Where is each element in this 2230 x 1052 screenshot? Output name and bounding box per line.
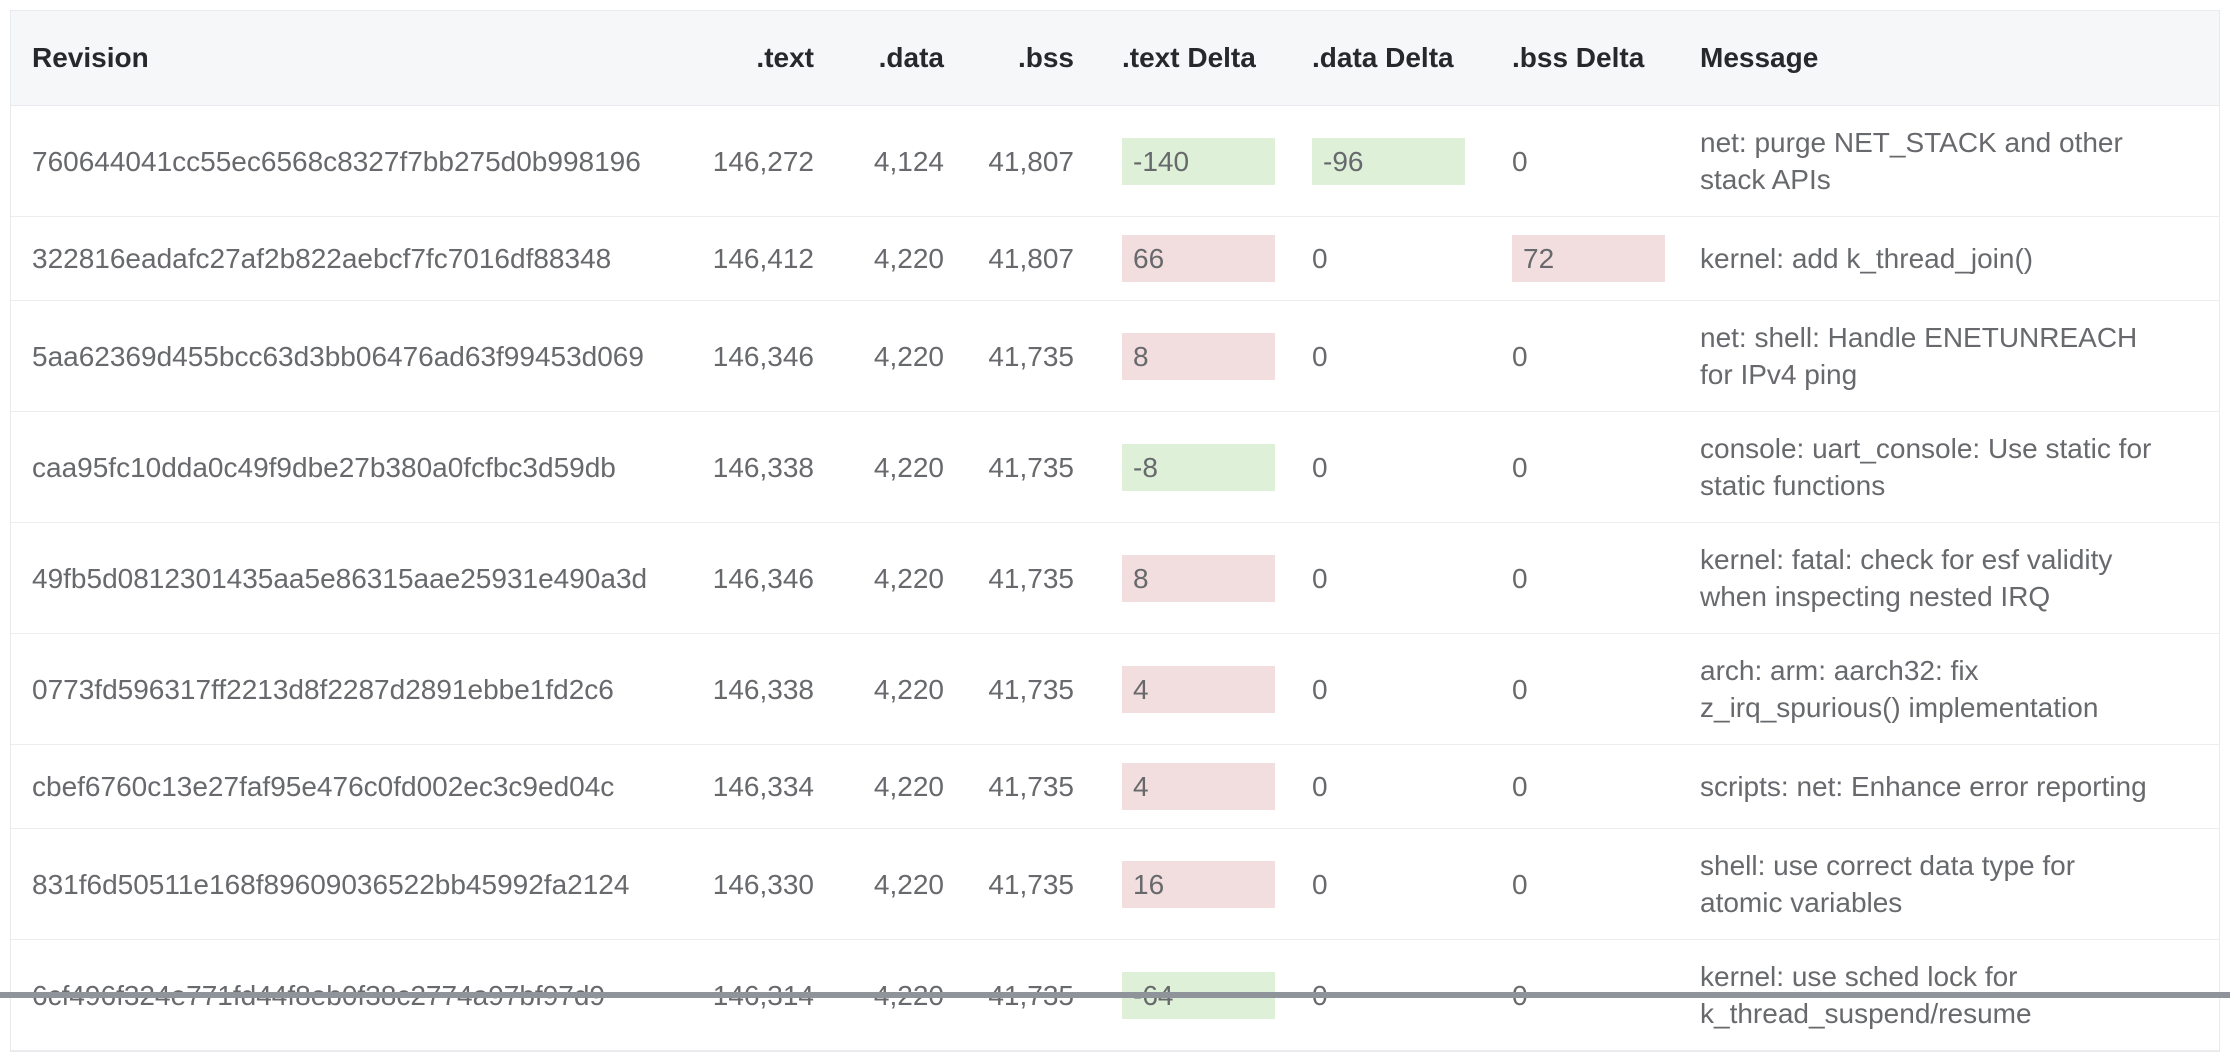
delta-increase-pill: 16 [1122, 861, 1275, 908]
bss-delta-cell: 0 [1486, 829, 1674, 940]
text-delta-cell: 8 [1096, 523, 1286, 634]
revision-cell: 322816eadafc27af2b822aebcf7fc7016df88348 [11, 217, 701, 301]
data-size-cell: 4,220 [836, 301, 966, 412]
table-header: Revision .text .data .bss .text Delta .d… [11, 11, 2219, 106]
data-delta-cell: 0 [1286, 217, 1486, 301]
revision-cell: 49fb5d0812301435aa5e86315aae25931e490a3d [11, 523, 701, 634]
delta-decrease-pill: -140 [1122, 138, 1275, 185]
revision-cell: 760644041cc55ec6568c8327f7bb275d0b998196 [11, 106, 701, 217]
column-header-data: .data [836, 11, 966, 106]
text-size-cell: 146,338 [701, 634, 836, 745]
text-delta-cell: -8 [1096, 412, 1286, 523]
table-row: caa95fc10dda0c49f9dbe27b380a0fcfbc3d59db… [11, 412, 2219, 523]
bss-size-cell: 41,735 [966, 412, 1096, 523]
table-row: 49fb5d0812301435aa5e86315aae25931e490a3d… [11, 523, 2219, 634]
revision-cell: 5aa62369d455bcc63d3bb06476ad63f99453d069 [11, 301, 701, 412]
data-delta-cell: 0 [1286, 634, 1486, 745]
revision-cell: 0773fd596317ff2213d8f2287d2891ebbe1fd2c6 [11, 634, 701, 745]
column-header-message: Message [1674, 11, 2219, 106]
text-delta-cell: -140 [1096, 106, 1286, 217]
data-delta-cell: -96 [1286, 106, 1486, 217]
text-size-cell: 146,272 [701, 106, 836, 217]
text-size-cell: 146,338 [701, 412, 836, 523]
text-size-cell: 146,346 [701, 523, 836, 634]
message-cell: kernel: fatal: check for esf validity wh… [1674, 523, 2219, 634]
bss-delta-cell: 0 [1486, 412, 1674, 523]
column-header-text-delta: .text Delta [1096, 11, 1286, 106]
data-size-cell: 4,220 [836, 634, 966, 745]
table-row: 0773fd596317ff2213d8f2287d2891ebbe1fd2c6… [11, 634, 2219, 745]
bss-delta-cell: 0 [1486, 301, 1674, 412]
text-delta-cell: 4 [1096, 634, 1286, 745]
bss-size-cell: 41,735 [966, 301, 1096, 412]
message-cell: shell: use correct data type for atomic … [1674, 829, 2219, 940]
delta-increase-pill: 66 [1122, 235, 1275, 282]
text-size-cell: 146,334 [701, 745, 836, 829]
bss-delta-cell: 0 [1486, 106, 1674, 217]
table-row: 322816eadafc27af2b822aebcf7fc7016df88348… [11, 217, 2219, 301]
table-body: 760644041cc55ec6568c8327f7bb275d0b998196… [11, 106, 2219, 1051]
bss-size-cell: 41,807 [966, 217, 1096, 301]
column-header-bss-delta: .bss Delta [1486, 11, 1674, 106]
delta-increase-pill: 8 [1122, 555, 1275, 602]
data-delta-cell: 0 [1286, 745, 1486, 829]
delta-increase-pill: 4 [1122, 666, 1275, 713]
bss-size-cell: 41,735 [966, 829, 1096, 940]
bss-size-cell: 41,735 [966, 745, 1096, 829]
delta-decrease-pill: -8 [1122, 444, 1275, 491]
text-size-cell: 146,412 [701, 217, 836, 301]
message-cell: kernel: add k_thread_join() [1674, 217, 2219, 301]
data-size-cell: 4,220 [836, 412, 966, 523]
table-row: 831f6d50511e168f89609036522bb45992fa2124… [11, 829, 2219, 940]
data-size-cell: 4,220 [836, 217, 966, 301]
column-header-text: .text [701, 11, 836, 106]
window-bottom-edge [0, 992, 2230, 998]
data-delta-cell: 0 [1286, 523, 1486, 634]
data-delta-cell: 0 [1286, 829, 1486, 940]
text-delta-cell: 16 [1096, 829, 1286, 940]
message-cell: net: purge NET_STACK and other stack API… [1674, 106, 2219, 217]
revision-cell: caa95fc10dda0c49f9dbe27b380a0fcfbc3d59db [11, 412, 701, 523]
revision-cell: 831f6d50511e168f89609036522bb45992fa2124 [11, 829, 701, 940]
data-size-cell: 4,124 [836, 106, 966, 217]
data-delta-cell: 0 [1286, 301, 1486, 412]
data-size-cell: 4,220 [836, 745, 966, 829]
bss-size-cell: 41,735 [966, 523, 1096, 634]
table-row: 5aa62369d455bcc63d3bb06476ad63f99453d069… [11, 301, 2219, 412]
table-row: 760644041cc55ec6568c8327f7bb275d0b998196… [11, 106, 2219, 217]
text-size-cell: 146,346 [701, 301, 836, 412]
text-size-cell: 146,330 [701, 829, 836, 940]
data-delta-cell: 0 [1286, 412, 1486, 523]
bss-delta-cell: 0 [1486, 523, 1674, 634]
message-cell: arch: arm: aarch32: fix z_irq_spurious()… [1674, 634, 2219, 745]
footprint-table-container: Revision .text .data .bss .text Delta .d… [10, 10, 2220, 1052]
bss-delta-cell: 0 [1486, 634, 1674, 745]
text-delta-cell: 4 [1096, 745, 1286, 829]
table-row: cbef6760c13e27faf95e476c0fd002ec3c9ed04c… [11, 745, 2219, 829]
text-delta-cell: 66 [1096, 217, 1286, 301]
column-header-data-delta: .data Delta [1286, 11, 1486, 106]
text-delta-cell: 8 [1096, 301, 1286, 412]
message-cell: net: shell: Handle ENETUNREACH for IPv4 … [1674, 301, 2219, 412]
message-cell: scripts: net: Enhance error reporting [1674, 745, 2219, 829]
column-header-revision: Revision [11, 11, 701, 106]
delta-increase-pill: 8 [1122, 333, 1275, 380]
bss-delta-cell: 0 [1486, 745, 1674, 829]
delta-increase-pill: 4 [1122, 763, 1275, 810]
delta-increase-pill: 72 [1512, 235, 1665, 282]
revisions-table: Revision .text .data .bss .text Delta .d… [11, 11, 2219, 1051]
column-header-bss: .bss [966, 11, 1096, 106]
bss-delta-cell: 72 [1486, 217, 1674, 301]
revision-cell: cbef6760c13e27faf95e476c0fd002ec3c9ed04c [11, 745, 701, 829]
data-size-cell: 4,220 [836, 829, 966, 940]
message-cell: console: uart_console: Use static for st… [1674, 412, 2219, 523]
bss-size-cell: 41,735 [966, 634, 1096, 745]
bss-size-cell: 41,807 [966, 106, 1096, 217]
delta-decrease-pill: -96 [1312, 138, 1465, 185]
data-size-cell: 4,220 [836, 523, 966, 634]
